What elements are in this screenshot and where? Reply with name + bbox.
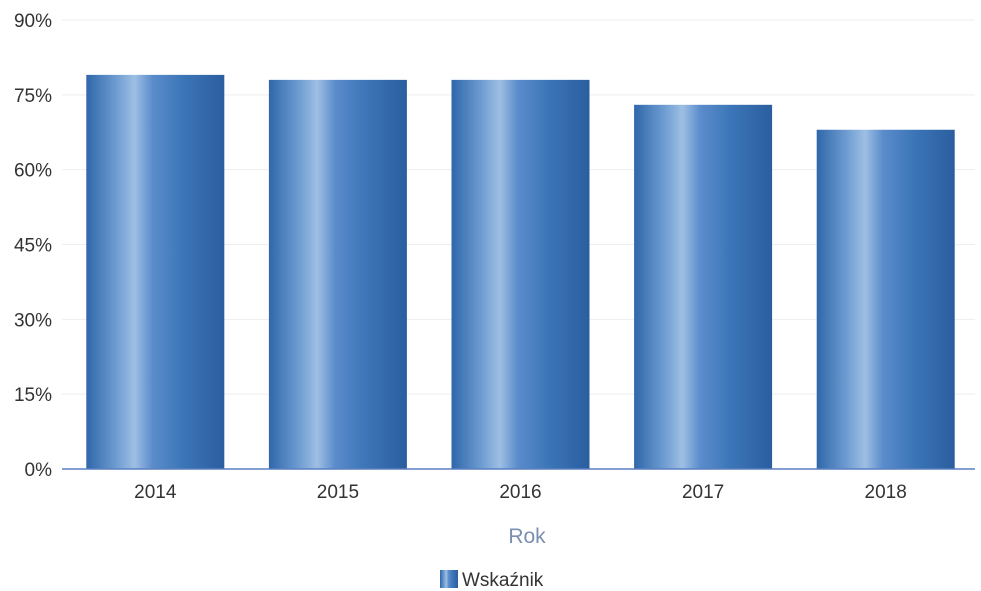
legend-swatch [440, 570, 458, 588]
x-tick-label: 2017 [682, 482, 724, 503]
y-tick-label: 45% [14, 236, 52, 257]
y-tick-label: 75% [14, 86, 52, 107]
y-tick-label: 60% [14, 161, 52, 182]
x-tick-label: 2018 [865, 482, 907, 503]
y-tick-label: 30% [14, 310, 52, 331]
x-tick-label: 2016 [499, 482, 541, 503]
y-tick-label: 15% [14, 385, 52, 406]
x-axis-title: Rok [508, 525, 546, 548]
bars [86, 74, 955, 470]
legend-label: Wskaźnik [462, 570, 544, 591]
x-axis-tick-labels: 2014 2015 2016 2017 2018 [134, 482, 907, 503]
x-tick-label: 2015 [317, 482, 359, 503]
bar-2015 [268, 79, 407, 469]
y-tick-label: 90% [14, 11, 52, 32]
bar-2016 [451, 79, 590, 469]
bar-2017 [634, 104, 773, 470]
x-tick-label: 2014 [134, 482, 177, 503]
bar-2018 [816, 129, 955, 469]
bar-2014 [86, 74, 225, 469]
y-tick-label: 0% [25, 460, 53, 481]
y-axis-tick-labels: 0% 15% 30% 45% 60% 75% 90% [14, 11, 52, 481]
legend: Wskaźnik [440, 570, 544, 591]
